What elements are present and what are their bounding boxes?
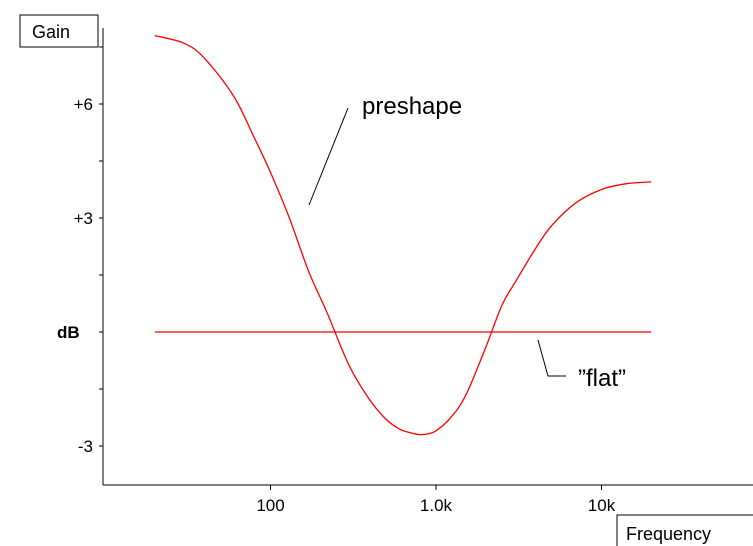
preshape-label: preshape — [362, 93, 462, 120]
x-tick-label: 10k — [588, 496, 616, 515]
x-tick-label: 1.0k — [420, 496, 453, 515]
preshape-leader-line — [308, 107, 349, 206]
x-axis-title-box: Frequency — [616, 514, 753, 546]
flat-annotation: ”flat” — [537, 339, 626, 392]
x-tick-label: 100 — [256, 496, 284, 515]
y-tick-label: -3 — [78, 437, 93, 456]
preshape-series-line — [154, 34, 652, 436]
preshape-annotation: preshape — [308, 93, 462, 206]
y-axis-title-box: Gain — [19, 14, 99, 48]
flat-label: ”flat” — [578, 365, 626, 392]
y-zero-label: dB — [57, 323, 80, 342]
y-tick-label: +6 — [74, 95, 93, 114]
y-tick-label: +3 — [74, 209, 93, 228]
y-axis-title: Gain — [32, 22, 70, 42]
flat-leader-line — [537, 339, 566, 377]
x-axis-title: Frequency — [626, 524, 711, 544]
